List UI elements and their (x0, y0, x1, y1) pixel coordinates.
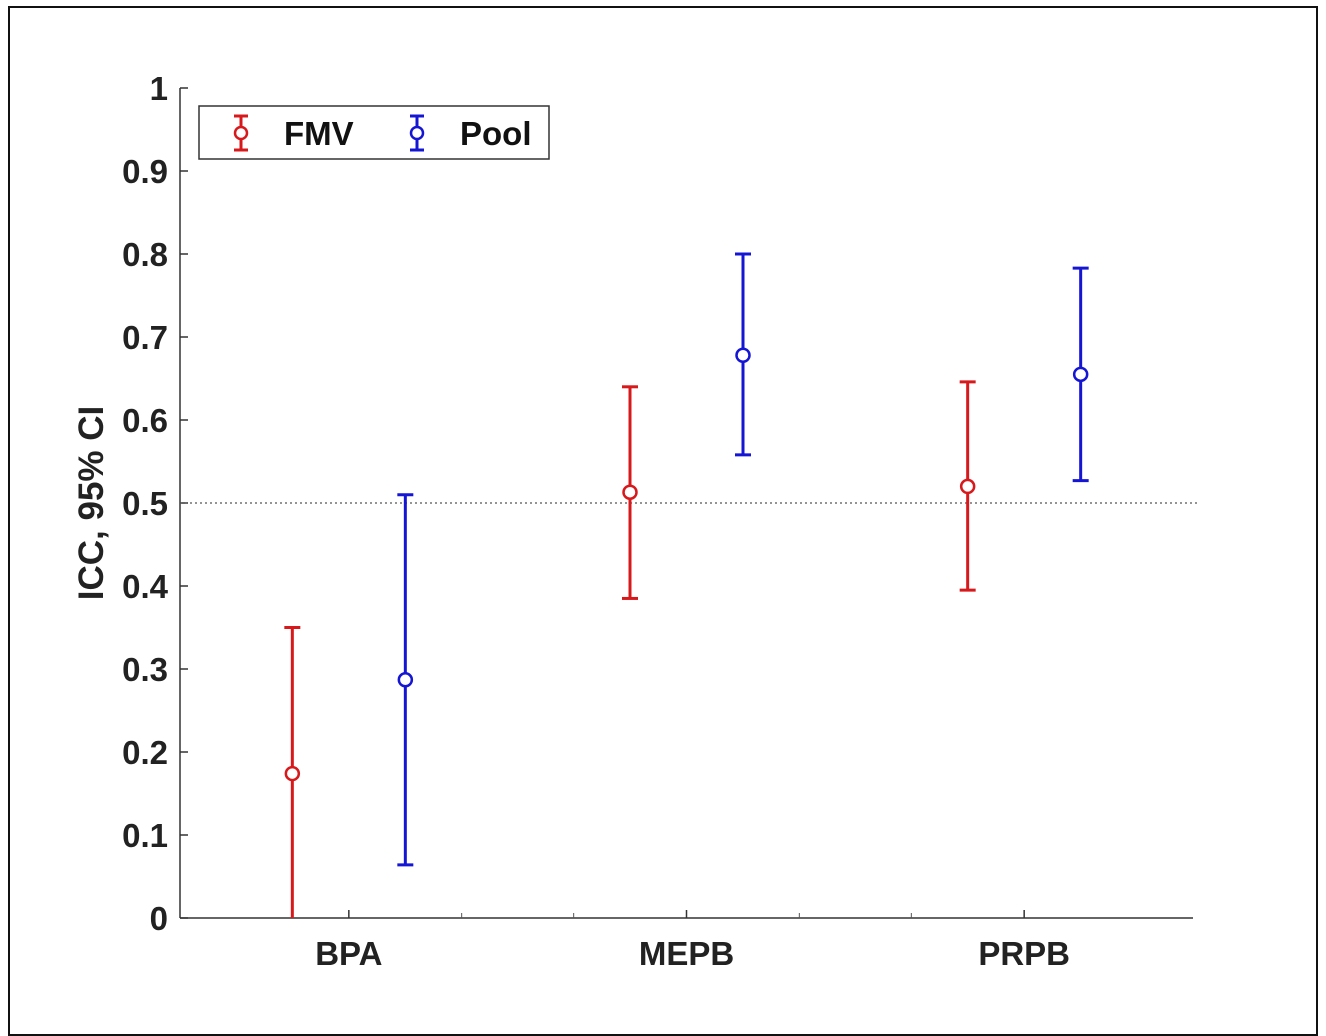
legend: FMV Pool (198, 105, 550, 160)
y-tick-label: 0.7 (122, 319, 168, 356)
legend-marker-icon (233, 125, 249, 141)
data-point-marker (1072, 366, 1089, 383)
data-point-marker (735, 347, 751, 364)
y-tick-label: 0 (150, 900, 168, 937)
legend-item-fmv: FMV (233, 114, 354, 152)
y-tick-label: 0.5 (122, 485, 168, 522)
x-tick-label: PRPB (978, 935, 1070, 972)
legend-label: Pool (460, 115, 532, 152)
data-marks (284, 252, 1089, 918)
y-tick-label: 0.1 (122, 817, 168, 854)
legend-label: FMV (284, 115, 354, 152)
y-tick-label: 0.8 (122, 236, 168, 273)
y-tick-label: 0.2 (122, 734, 168, 771)
errorbar-fmv-bpa (284, 626, 301, 918)
data-point-marker (284, 765, 301, 782)
legend-marker-icon (409, 125, 425, 141)
y-tick-label: 0.4 (122, 568, 169, 605)
errorbar-pool-prpb (1072, 266, 1089, 483)
x-tick-label: MEPB (639, 935, 734, 972)
y-tick-label: 1 (150, 70, 168, 107)
data-point-marker (622, 484, 638, 500)
y-tick-label: 0.9 (122, 153, 168, 190)
y-tick-label: 0.3 (122, 651, 168, 688)
errorbar-fmv-prpb (959, 380, 976, 592)
data-point-marker (397, 672, 414, 688)
y-axis-label: ICC, 95% CI (72, 406, 111, 601)
x-tick-label: BPA (315, 935, 382, 972)
errorbar-fmv-mepb (622, 385, 638, 600)
y-tick-label: 0.6 (122, 402, 168, 439)
legend-box (198, 105, 550, 160)
legend-item-pool: Pool (409, 114, 532, 152)
axes: 0 0.1 0.2 0.3 0.4 0.5 0.6 0.7 0.8 0.9 1 BPA MEPB PRPB (122, 70, 1193, 972)
data-point-marker (959, 478, 976, 495)
figure-frame (8, 6, 1318, 1036)
errorbar-pool-mepb (735, 252, 751, 457)
errorbar-pool-bpa (397, 493, 414, 867)
